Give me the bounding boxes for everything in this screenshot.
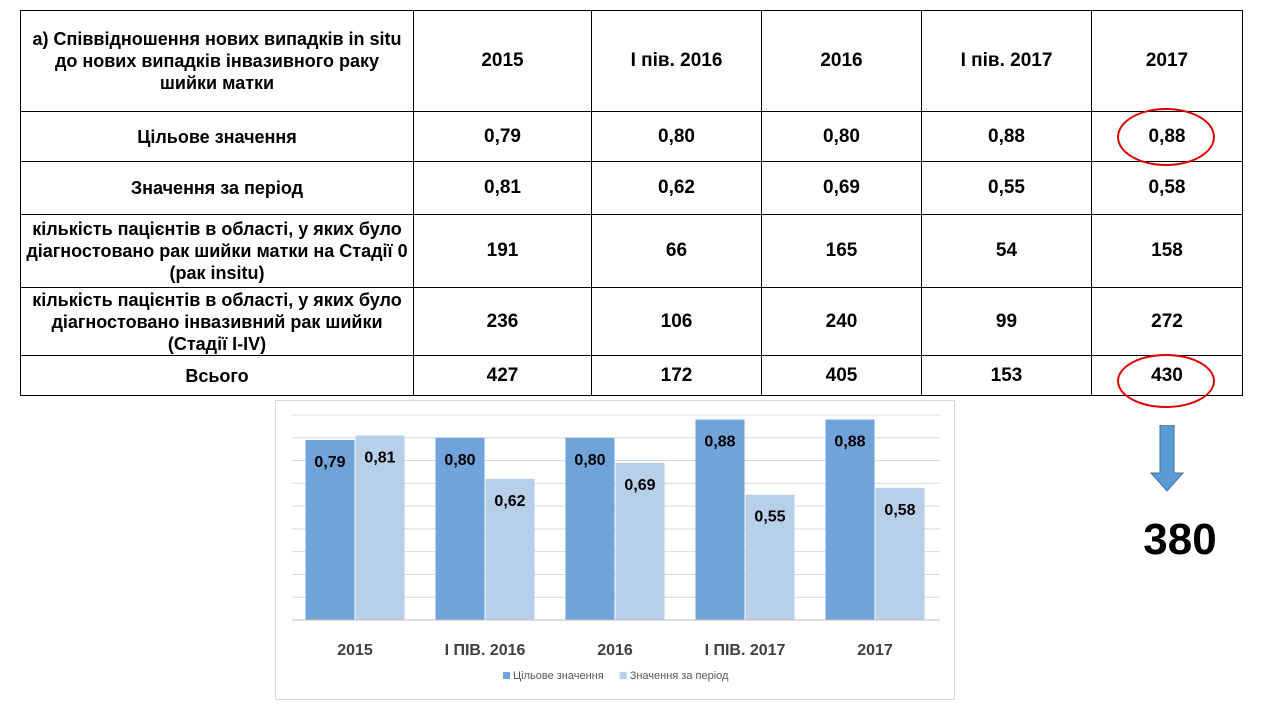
table-cell: 0,69	[761, 161, 922, 215]
table-cell: 0,88	[921, 111, 1092, 162]
table-cell: 272	[1091, 287, 1243, 356]
table-cell: 66	[591, 214, 762, 288]
table-cell: 0,55	[921, 161, 1092, 215]
data-label: 0,55	[754, 509, 785, 526]
bar	[745, 494, 795, 620]
column-header: І пів. 2016	[591, 10, 762, 112]
table-cell: 99	[921, 287, 1092, 356]
table-cell: 0,62	[591, 161, 762, 215]
bar	[485, 478, 535, 620]
metrics-table: а) Співвідношення нових випадків in situ…	[20, 10, 1243, 396]
table-cell: 106	[591, 287, 762, 356]
row-label: Значення за період	[20, 161, 414, 215]
row-label: кількість пацієнтів в області, у яких бу…	[20, 287, 414, 356]
legend-label: Значення за період	[630, 670, 729, 682]
table-row: Всього 427 172 405 153 430	[20, 355, 1243, 396]
legend-swatch	[503, 672, 510, 679]
table-row: Цільове значення 0,79 0,80 0,80 0,88 0,8…	[20, 111, 1243, 162]
row-label: кількість пацієнтів в області, у яких бу…	[20, 214, 414, 288]
data-label: 0,88	[834, 434, 865, 451]
table-cell: 0,81	[413, 161, 592, 215]
table-cell: 158	[1091, 214, 1243, 288]
x-tick-label: 2015	[337, 642, 373, 659]
bar	[695, 419, 745, 620]
table-cell: 236	[413, 287, 592, 356]
data-label: 0,88	[704, 434, 735, 451]
x-tick-label: 2017	[857, 642, 893, 659]
result-value: 380	[1143, 515, 1217, 564]
table-cell: 405	[761, 355, 922, 396]
table-row: Значення за період 0,81 0,62 0,69 0,55 0…	[20, 161, 1243, 215]
data-label: 0,80	[444, 452, 475, 469]
table-cell: 165	[761, 214, 922, 288]
legend-label: Цільове значення	[513, 670, 604, 682]
table-cell: 0,80	[761, 111, 922, 162]
bar	[565, 437, 615, 620]
bar	[615, 462, 665, 620]
bar-chart: 0,79 0,81 2015 0,80 0,62 І ПІВ. 2016 0,80 0,69 2…	[275, 400, 955, 700]
row-label: Цільове значення	[20, 111, 414, 162]
table-cell: 0,79	[413, 111, 592, 162]
table-cell: 153	[921, 355, 1092, 396]
column-header: 2017	[1091, 10, 1243, 112]
table-cell: 172	[591, 355, 762, 396]
bar	[435, 437, 485, 620]
bar	[875, 487, 925, 620]
table-cell: 54	[921, 214, 1092, 288]
data-label: 0,81	[364, 450, 395, 467]
table-cell: 430	[1091, 355, 1243, 396]
table-cell: 0,58	[1091, 161, 1243, 215]
bar-chart-svg: 0,79 0,81 2015 0,80 0,62 І ПІВ. 2016 0,80 0,69 2…	[292, 414, 940, 682]
arrow-down-shape	[1150, 425, 1184, 492]
data-label: 0,69	[624, 477, 655, 494]
data-label: 0,62	[494, 493, 525, 510]
bar	[355, 435, 405, 620]
x-tick-label: І ПІВ. 2017	[705, 642, 786, 659]
data-label: 0,80	[574, 452, 605, 469]
header-label: а) Співвідношення нових випадків in situ…	[20, 10, 414, 112]
table-row: кількість пацієнтів в області, у яких бу…	[20, 214, 1243, 288]
table-cell: 240	[761, 287, 922, 356]
table-header-row: а) Співвідношення нових випадків in situ…	[20, 10, 1243, 112]
data-label: 0,58	[884, 502, 915, 519]
table-cell: 0,80	[591, 111, 762, 162]
column-header: І пів. 2017	[921, 10, 1092, 112]
legend-swatch	[619, 672, 627, 679]
x-tick-label: І ПІВ. 2016	[445, 642, 526, 659]
table-cell: 427	[413, 355, 592, 396]
table-cell: 191	[413, 214, 592, 288]
x-tick-label: 2016	[597, 642, 633, 659]
arrow-down-icon	[1150, 425, 1184, 492]
row-label: Всього	[20, 355, 414, 396]
column-header: 2015	[413, 10, 592, 112]
table-row: кількість пацієнтів в області, у яких бу…	[20, 287, 1243, 356]
bar	[305, 440, 355, 620]
column-header: 2016	[761, 10, 922, 112]
bar	[825, 419, 875, 620]
table-cell: 0,88	[1091, 111, 1243, 162]
data-label: 0,79	[314, 454, 345, 471]
